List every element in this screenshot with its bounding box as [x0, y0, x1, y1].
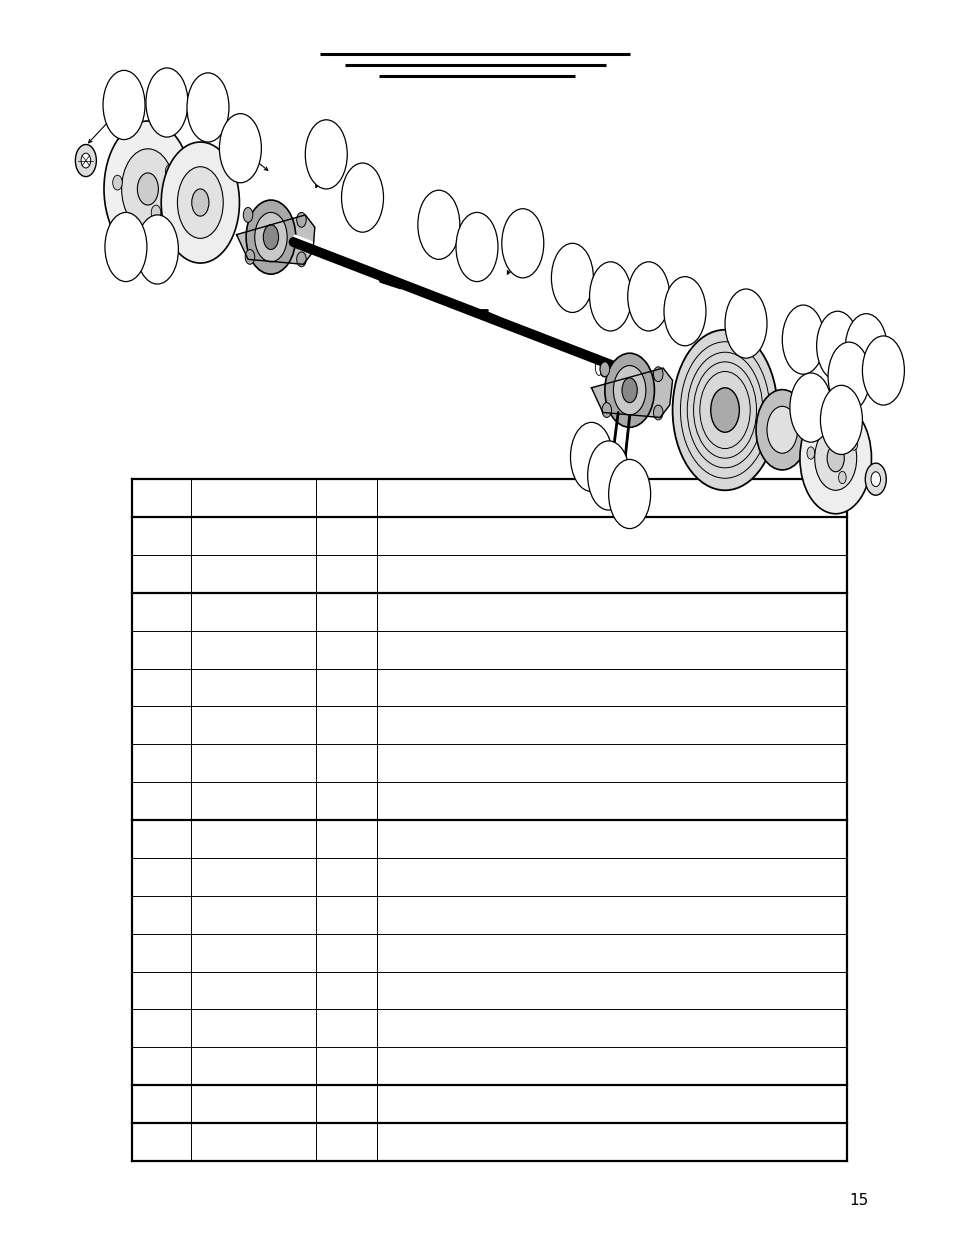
Polygon shape — [591, 368, 672, 417]
Ellipse shape — [177, 167, 223, 238]
Ellipse shape — [663, 277, 705, 346]
Ellipse shape — [263, 225, 278, 249]
Ellipse shape — [613, 366, 645, 415]
Ellipse shape — [75, 144, 96, 177]
Ellipse shape — [341, 163, 383, 232]
Ellipse shape — [604, 353, 654, 427]
Ellipse shape — [121, 148, 173, 230]
Ellipse shape — [246, 200, 295, 274]
Ellipse shape — [870, 472, 880, 487]
Polygon shape — [236, 215, 314, 264]
Ellipse shape — [254, 212, 287, 262]
Ellipse shape — [551, 243, 593, 312]
Ellipse shape — [187, 73, 229, 142]
Ellipse shape — [570, 422, 612, 492]
Ellipse shape — [587, 441, 629, 510]
Ellipse shape — [136, 215, 178, 284]
Ellipse shape — [864, 463, 885, 495]
Ellipse shape — [105, 212, 147, 282]
Ellipse shape — [243, 207, 253, 222]
Ellipse shape — [827, 342, 869, 411]
Ellipse shape — [81, 153, 91, 168]
Ellipse shape — [789, 373, 831, 442]
Ellipse shape — [755, 390, 807, 471]
Ellipse shape — [814, 441, 821, 453]
Ellipse shape — [103, 70, 145, 140]
Ellipse shape — [219, 114, 261, 183]
Ellipse shape — [653, 367, 662, 382]
Ellipse shape — [296, 252, 306, 267]
Ellipse shape — [862, 336, 903, 405]
Ellipse shape — [820, 385, 862, 454]
Ellipse shape — [799, 403, 871, 514]
Ellipse shape — [816, 311, 858, 380]
Ellipse shape — [192, 189, 209, 216]
Ellipse shape — [245, 249, 254, 264]
Ellipse shape — [627, 262, 669, 331]
Ellipse shape — [781, 305, 823, 374]
Ellipse shape — [621, 378, 637, 403]
Ellipse shape — [617, 459, 630, 472]
Ellipse shape — [104, 121, 192, 257]
Ellipse shape — [305, 120, 347, 189]
Ellipse shape — [849, 438, 857, 451]
Ellipse shape — [710, 388, 739, 432]
Ellipse shape — [766, 406, 797, 453]
Ellipse shape — [599, 362, 609, 377]
Ellipse shape — [672, 330, 777, 490]
Ellipse shape — [809, 433, 826, 461]
Ellipse shape — [417, 190, 459, 259]
Ellipse shape — [146, 68, 188, 137]
Ellipse shape — [604, 456, 618, 468]
Text: 15: 15 — [848, 1193, 867, 1208]
Ellipse shape — [838, 472, 845, 484]
Ellipse shape — [653, 405, 662, 420]
Ellipse shape — [844, 314, 886, 383]
Ellipse shape — [814, 426, 856, 490]
Ellipse shape — [826, 445, 843, 472]
Ellipse shape — [589, 262, 631, 331]
Ellipse shape — [112, 175, 122, 190]
Ellipse shape — [608, 459, 650, 529]
Ellipse shape — [137, 173, 158, 205]
Ellipse shape — [165, 164, 174, 179]
Ellipse shape — [296, 212, 306, 227]
Ellipse shape — [161, 142, 239, 263]
Ellipse shape — [501, 209, 543, 278]
Ellipse shape — [724, 289, 766, 358]
Ellipse shape — [806, 447, 814, 459]
Ellipse shape — [456, 212, 497, 282]
Ellipse shape — [152, 205, 161, 220]
Ellipse shape — [601, 403, 611, 417]
